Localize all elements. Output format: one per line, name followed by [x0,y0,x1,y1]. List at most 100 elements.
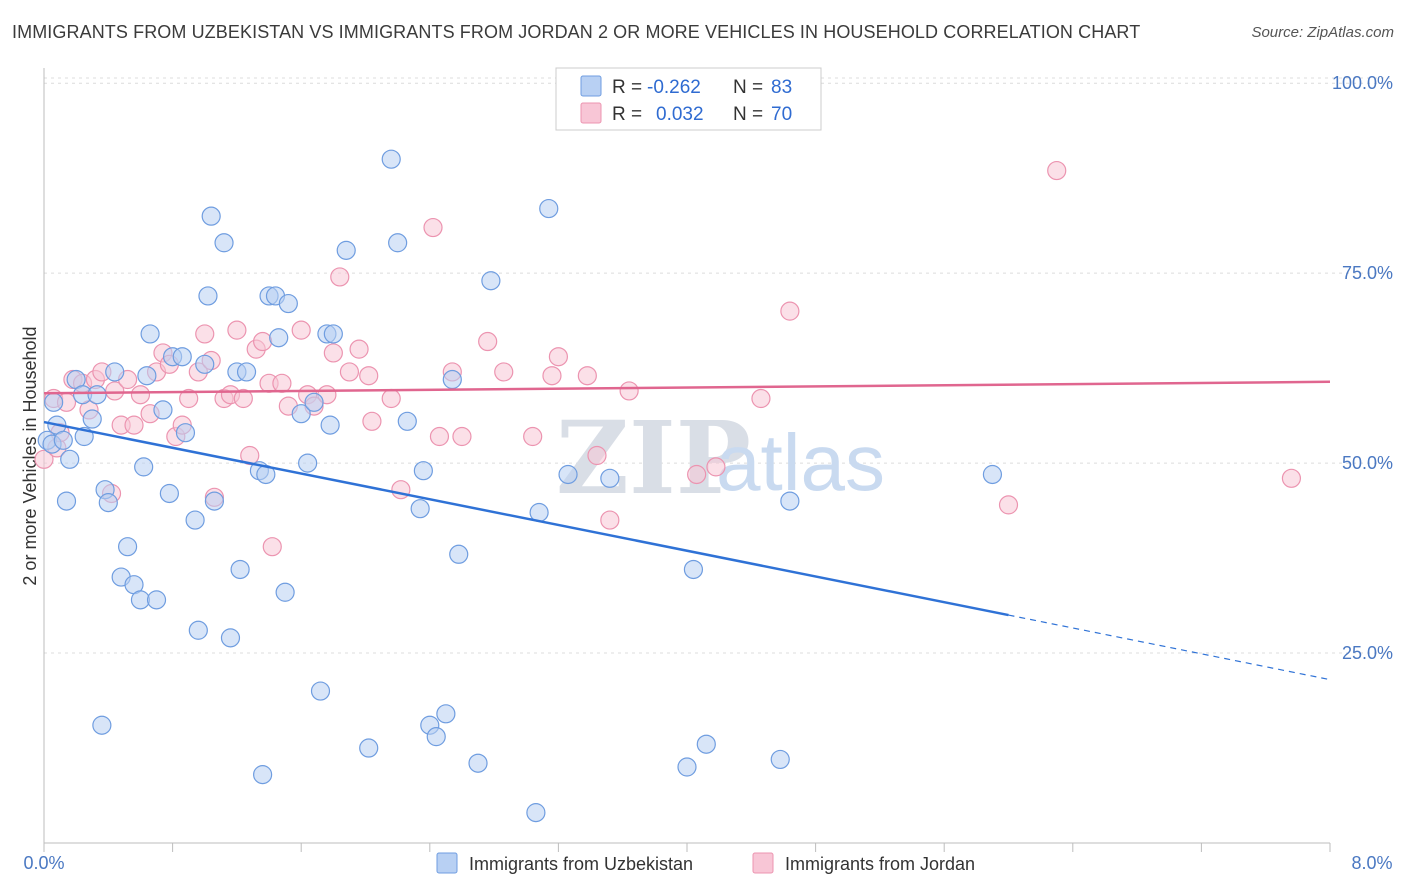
uzbekistan-point [323,324,343,344]
jordan-point [542,366,562,386]
uzbekistan-point [98,493,118,513]
bottom-legend-uzbekistan: Immigrants from Uzbekistan [469,854,693,874]
jordan-point [323,343,343,363]
watermark: ZIP atlas [556,399,885,517]
jordan-point [359,366,379,386]
jordan-point [998,495,1019,515]
jordan-point [130,385,151,405]
uzbekistan-point [481,271,501,291]
jordan-point [233,388,253,409]
uzbekistan-point [82,409,102,429]
jordan-point [780,301,800,321]
uzbekistan-point [220,628,241,648]
uzbekistan-points [37,149,1003,823]
uzbekistan-point [442,369,462,390]
uzbekistan-point [320,415,340,435]
jordan-point [381,388,401,409]
uzbekistan-point [92,715,112,735]
uzbekistan-point [253,765,273,785]
jordan-point [548,347,569,367]
uzbekistan-point [53,430,73,450]
uzbekistan-point [600,468,620,488]
jordan-trend-line [43,380,1331,395]
uzbekistan-point [87,385,107,405]
uzbekistan-point [146,590,167,610]
jordan-point [706,457,726,477]
legend-n-label-2: N = [733,104,763,125]
uzbekistan-point [60,449,80,469]
jordan-point [339,362,360,382]
uzbekistan-point [683,559,704,580]
uzbekistan-point [44,392,64,412]
jordan-point [494,362,514,382]
y-axis-tick-labels: 25.0% 50.0% 75.0% 100.0% [1332,73,1393,663]
uzbekistan-point [426,727,446,747]
uzbekistan-point [436,704,456,724]
uzbekistan-point [304,392,324,412]
uzbekistan-point [159,483,179,504]
uzbekistan-point [388,233,408,253]
y-tick-label: 50.0% [1342,453,1393,473]
uzbekistan-point [677,757,697,777]
uzbekistan-point [291,404,311,424]
source-label: Source: ZipAtlas.com [1251,24,1394,41]
uzbekistan-trend-extension [1008,614,1331,681]
uzbekistan-point [140,324,160,344]
bottom-legend-swatch-jordan [752,852,774,874]
bottom-legend-swatch-uzbekistan [436,852,458,874]
uzbekistan-point [230,559,250,580]
jordan-point [687,464,707,485]
jordan-point [577,366,597,386]
legend-box: R = -0.262 N = 83 R = 0.032 N = 70 [555,67,822,131]
legend-swatch-jordan [580,102,602,124]
uzbekistan-point [269,328,289,348]
uzbekistan-point [413,461,433,481]
bottom-legend-jordan: Immigrants from Jordan [785,854,975,874]
uzbekistan-point [770,749,790,770]
uzbekistan-point [359,738,379,758]
legend-swatch-uzbekistan [580,75,602,97]
uzbekistan-point [310,681,331,701]
x-tick-label-min: 0.0% [23,853,64,873]
jordan-point [429,426,450,447]
jordan-point [291,320,311,340]
y-axis-label: 2 or more Vehicles in Household [20,326,40,585]
jordan-point [179,388,199,409]
uzbekistan-point [278,293,298,314]
uzbekistan-point [780,491,800,511]
uzbekistan-point [696,734,716,754]
uzbekistan-point [137,366,157,386]
jordan-point [227,320,247,340]
jordan-point [1047,160,1067,181]
uzbekistan-trend-line [43,420,1009,617]
uzbekistan-point [982,464,1003,485]
uzbekistan-point [381,149,401,169]
uzbekistan-point [185,510,205,530]
jordan-point [619,381,639,401]
y-tick-label: 100.0% [1332,73,1393,93]
jordan-point [272,373,292,393]
uzbekistan-point [236,362,257,382]
uzbekistan-point [336,240,356,260]
x-tick-label-max: 8.0% [1351,853,1392,873]
uzbekistan-point [198,286,218,306]
jordan-point [523,426,543,447]
uzbekistan-point [188,620,208,640]
y-tick-label: 25.0% [1342,643,1393,663]
jordan-point [1281,468,1302,488]
bottom-legend: Immigrants from Uzbekistan Immigrants fr… [436,852,975,874]
uzbekistan-point [56,491,77,511]
x-axis-ticks [43,843,1331,852]
jordan-points [34,160,1302,557]
jordan-point [751,388,771,409]
legend-r-value-uzbekistan: -0.262 [647,77,701,98]
jordan-point [600,510,620,530]
uzbekistan-point [397,411,417,431]
jordan-point [195,324,215,344]
legend-r-label-1: R = [612,77,642,98]
uzbekistan-point [172,347,192,367]
trend-lines [43,380,1331,681]
uzbekistan-point [195,354,215,374]
uzbekistan-point [539,198,559,219]
watermark-atlas: atlas [716,418,885,507]
